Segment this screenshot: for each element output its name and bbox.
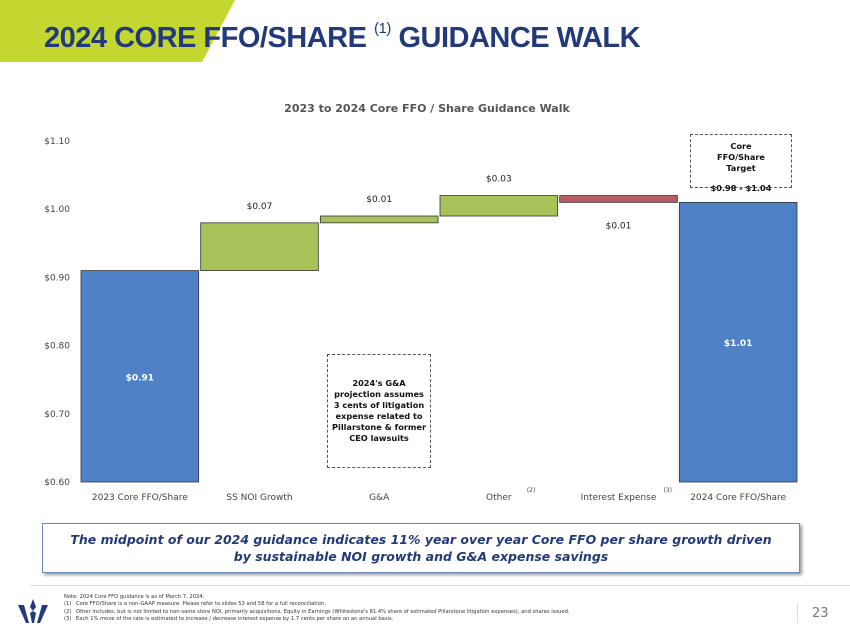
data-label: $0.01: [606, 221, 632, 231]
y-tick-label: $0.80: [44, 342, 70, 352]
footnote: (3) Each 1% move of the rate is estimated…: [64, 616, 394, 623]
bar-increase: [200, 222, 319, 271]
y-tick-label: $0.70: [44, 410, 70, 420]
footnote: (2) Other includes, but is not limited to…: [64, 608, 570, 615]
x-tick-label: Other: [486, 493, 512, 503]
x-tick-label: Interest Expense: [581, 493, 657, 503]
company-logo-icon: [18, 599, 48, 623]
y-tick-label: $1.00: [44, 205, 70, 215]
data-label: $0.03: [486, 175, 512, 185]
y-tick-label: $0.60: [44, 478, 70, 488]
page-title: 2024 CORE FFO/SHARE (1) GUIDANCE WALK: [44, 20, 641, 54]
page-number: 23: [812, 606, 829, 621]
footnote: Note: 2024 Core FFO guidance is as of Ma…: [64, 594, 205, 600]
x-tick-label: 2024 Core FFO/Share: [690, 493, 786, 503]
x-tick-superscript: (3): [664, 487, 673, 494]
callout-box: The midpoint of our 2024 guidance indica…: [42, 523, 800, 573]
data-label: $0.91: [126, 373, 154, 383]
y-tick-label: $1.10: [44, 137, 70, 147]
x-tick-label: 2023 Core FFO/Share: [92, 493, 188, 503]
divider: [30, 585, 850, 586]
bar-decrease: [559, 195, 678, 203]
callout-text: The midpoint of our 2024 guidance indica…: [70, 532, 772, 564]
divider-vertical: [797, 603, 798, 623]
data-label: $1.01: [724, 339, 752, 349]
title-banner: [0, 0, 235, 62]
x-tick-label: SS NOI Growth: [226, 493, 292, 503]
target-label: Core FFO/Share Target: [717, 141, 765, 173]
ga-note-text: 2024's G&A projection assumes 3 cents of…: [332, 378, 426, 443]
chart-title: 2023 to 2024 Core FFO / Share Guidance W…: [284, 102, 570, 115]
data-label: $0.07: [247, 202, 273, 212]
bar-total: [678, 201, 798, 483]
x-tick-superscript: (2): [527, 487, 536, 494]
ga-note-box: 2024's G&A projection assumes 3 cents of…: [327, 354, 431, 468]
waterfall-chart: 2023 to 2024 Core FFO / Share Guidance W…: [44, 102, 798, 503]
footnote: (1) Core FFO/Share is a non-GAAP measure.…: [64, 601, 326, 608]
bar-increase: [439, 195, 559, 217]
data-label: $0.01: [366, 195, 392, 205]
x-tick-label: G&A: [369, 493, 390, 503]
bar-total: [80, 270, 200, 483]
footnotes: Note: 2024 Core FFO guidance is as of Ma…: [64, 594, 570, 624]
bar-increase: [319, 215, 439, 224]
target-box: Core FFO/Share Target $0.98 - $1.04: [690, 134, 792, 193]
target-range: $0.98 - $1.04: [710, 183, 772, 193]
y-tick-label: $0.90: [44, 273, 70, 283]
